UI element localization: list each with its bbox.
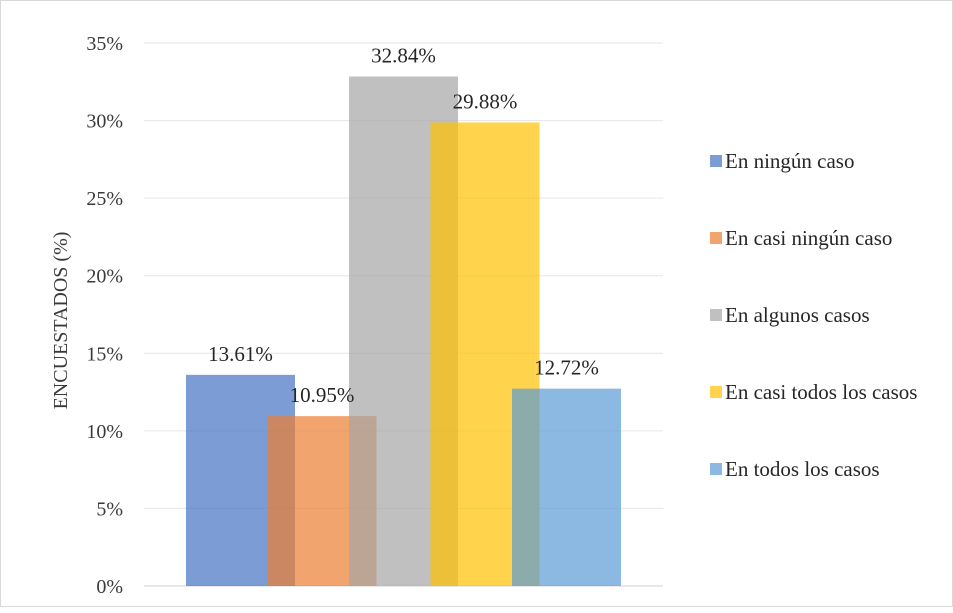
legend-swatch [710, 232, 722, 244]
legend-item: En algunos casos [710, 303, 870, 327]
legend-swatch [710, 309, 722, 321]
legend: En ningún caso En casi ningún caso En algu… [710, 149, 917, 481]
legend-item: En todos los casos [710, 457, 880, 481]
legend-label: En algunos casos [725, 303, 870, 327]
y-tick-label: 35% [86, 33, 123, 55]
legend-swatch [710, 463, 722, 475]
y-tick-label: 5% [96, 498, 123, 520]
data-label: 13.61% [208, 342, 273, 366]
legend-item: En casi todos los casos [710, 380, 917, 404]
legend-label: En casi ningún caso [725, 226, 892, 250]
y-axis-title: ENCUESTADOS (%) [50, 232, 72, 410]
legend-label: En ningún caso [725, 149, 854, 173]
legend-item: En ningún caso [710, 149, 854, 173]
data-label: 32.84% [371, 44, 436, 68]
y-tick-label: 30% [86, 111, 123, 133]
y-tick-label: 15% [86, 343, 123, 365]
bars [186, 76, 621, 587]
legend-item: En casi ningún caso [710, 226, 892, 250]
data-label: 10.95% [290, 383, 355, 407]
y-tick-label: 25% [86, 188, 123, 210]
data-label: 12.72% [534, 356, 599, 380]
y-tick-label: 20% [86, 266, 123, 288]
bar-5 [512, 388, 621, 586]
legend-swatch [710, 386, 722, 398]
y-tick-label: 0% [96, 576, 123, 598]
data-labels: 13.61% 10.95% 32.84% 29.88% 12.72% [208, 44, 599, 408]
legend-label: En casi todos los casos [725, 380, 917, 404]
legend-swatch [710, 155, 722, 167]
y-axis-ticks: 0% 5% 10% 15% 20% 25% 30% 35% [86, 33, 123, 598]
data-label: 29.88% [453, 89, 518, 113]
y-tick-label: 10% [86, 421, 123, 443]
legend-label: En todos los casos [725, 457, 880, 481]
